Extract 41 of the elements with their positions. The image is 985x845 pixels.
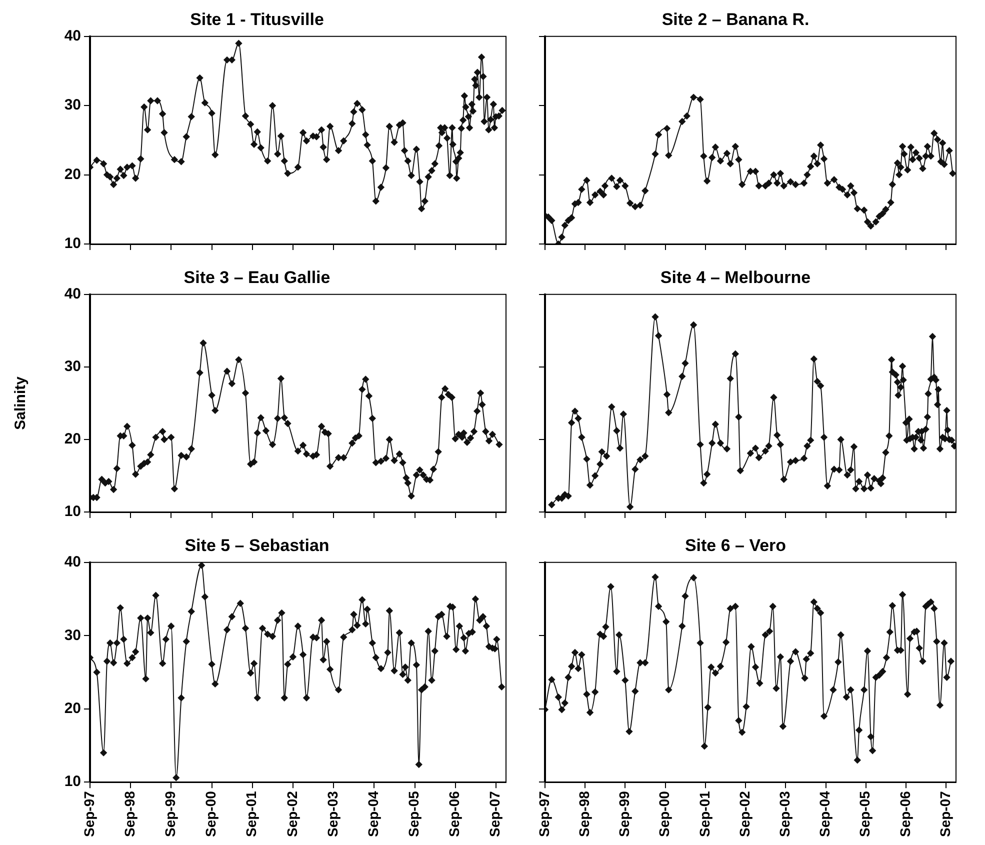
y-tick-label: 30 (64, 626, 81, 644)
y-tick-label: 10 (64, 773, 81, 790)
y-tick-label: 10 (64, 503, 81, 520)
chart-title: Site 5 – Sebastian (184, 536, 330, 555)
x-tick-label: Sep-02 (284, 790, 300, 838)
y-tick-label: 20 (64, 430, 81, 448)
x-tick-label: Sep-97 (80, 790, 97, 838)
y-tick-label: 10 (64, 235, 81, 252)
chart-title: Site 4 – Melbourne (660, 268, 811, 287)
x-tick-label: Sep-01 (243, 790, 260, 838)
y-tick-label: 40 (64, 286, 81, 303)
y-tick-label: 30 (64, 358, 81, 376)
x-tick-label: Sep-99 (616, 790, 632, 838)
x-tick-label: Sep-00 (656, 790, 672, 838)
x-tick-label: Sep-05 (406, 790, 422, 838)
x-tick-label: Sep-00 (202, 790, 219, 838)
x-tick-label: Sep-99 (162, 790, 178, 838)
x-tick-label: Sep-05 (856, 790, 873, 838)
x-tick-label: Sep-07 (936, 790, 953, 838)
x-tick-label: Sep-98 (576, 790, 592, 838)
y-tick-label: 20 (64, 700, 81, 717)
x-tick-label: Sep-04 (365, 790, 382, 838)
x-tick-label: Sep-06 (446, 790, 462, 838)
x-tick-label: Sep-98 (121, 790, 138, 838)
x-tick-label: Sep-07 (486, 790, 503, 838)
y-tick-label: 30 (64, 96, 81, 114)
x-tick-label: Sep-04 (816, 790, 833, 838)
chart-title: Site 3 – Eau Gallie (184, 268, 330, 287)
x-tick-label: Sep-03 (776, 790, 792, 838)
x-tick-label: Sep-06 (896, 790, 913, 838)
x-tick-label: Sep-01 (696, 790, 712, 838)
x-tick-label: Sep-02 (736, 790, 752, 838)
chart-title: Site 6 – Vero (684, 536, 786, 555)
x-tick-label: Sep-03 (324, 790, 340, 838)
y-tick-label: 40 (64, 28, 81, 45)
y-axis-title: Salinity (12, 376, 30, 430)
y-tick-label: 40 (64, 554, 81, 571)
x-tick-label: Sep-97 (536, 790, 552, 838)
y-tick-label: 20 (64, 166, 81, 183)
chart-title: Site 2 – Banana R. (662, 10, 810, 29)
chart-title: Site 1 - Titusville (190, 10, 324, 29)
